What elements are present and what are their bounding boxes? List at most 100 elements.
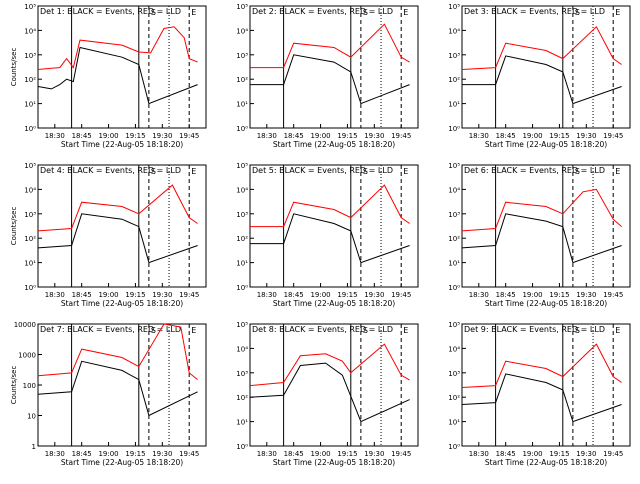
x-tick-label: 18:45: [72, 132, 92, 140]
x-tick-label: 19:15: [337, 132, 357, 140]
series-lld-red: [37, 323, 198, 380]
y-tick-label: 10⁴: [448, 27, 460, 35]
y-tick-label: 10⁵: [448, 3, 460, 11]
x-axis-label: Start Time (22-Aug-05 18:18:20): [485, 299, 607, 308]
marker-e: E: [403, 167, 408, 176]
marker-s: S: [151, 326, 156, 335]
x-tick-label: 18:30: [45, 291, 65, 299]
panel-title: Det 4: BLACK = Events, RED = LLD: [40, 166, 181, 175]
marker-e: E: [615, 326, 620, 335]
marker-s: S: [363, 8, 368, 17]
x-tick-label: 19:00: [522, 291, 542, 299]
y-tick-label: 10³: [236, 211, 248, 219]
x-tick-label: 19:00: [310, 450, 330, 458]
series-events-black: [249, 362, 410, 423]
y-tick-label: 10⁵: [236, 321, 248, 329]
y-tick-label: 10⁰: [236, 284, 248, 292]
y-tick-label: 10⁵: [448, 321, 460, 329]
y-axis-label: Counts/sec: [10, 366, 18, 405]
x-tick-label: 19:45: [603, 291, 623, 299]
y-tick-label: 10¹: [236, 260, 248, 268]
y-tick-label: 10000: [14, 321, 36, 329]
y-tick-label: 10⁰: [448, 443, 460, 451]
x-tick-label: 18:45: [496, 291, 516, 299]
panel-det-4: Det 4: BLACK = Events, RED = LLD 10⁰ 10¹ 10…: [10, 162, 207, 308]
x-tick-label: 19:00: [310, 291, 330, 299]
y-tick-label: 10¹: [236, 101, 248, 109]
x-tick-label: 19:00: [98, 132, 118, 140]
x-tick-label: 18:30: [469, 291, 489, 299]
x-axis-label: Start Time (22-Aug-05 18:18:20): [61, 458, 183, 467]
y-tick-label: 10⁵: [236, 162, 248, 170]
panel-det-3: Det 3: BLACK = Events, RED = LLD 10⁰ 10¹ 10…: [448, 3, 631, 149]
series-events-black: [250, 54, 410, 105]
x-tick-label: 19:00: [522, 450, 542, 458]
panel-title: Det 9: BLACK = Events, RED = LLD: [464, 325, 605, 334]
plot-frame: [249, 5, 419, 129]
plot-frame: [249, 323, 419, 447]
series-events-black: [37, 213, 198, 264]
y-axis-label: Counts/sec: [10, 207, 18, 246]
x-tick-label: 18:45: [284, 132, 304, 140]
marker-s: S: [575, 8, 580, 17]
y-axis-label: Counts/sec: [10, 48, 18, 87]
x-tick-label: 18:30: [469, 132, 489, 140]
series-events-black: [462, 55, 622, 105]
x-tick-label: 18:45: [72, 450, 92, 458]
y-tick-label: 10⁰: [236, 443, 248, 451]
plot-frame: [249, 164, 419, 288]
y-tick-label: 10⁵: [448, 162, 460, 170]
panel-det-9: Det 9: BLACK = Events, RED = LLD 10⁰ 10¹ 10…: [448, 321, 631, 467]
y-tick-label: 10⁰: [24, 284, 36, 292]
y-tick-label: 1: [32, 443, 36, 451]
y-tick-label: 10¹: [24, 101, 36, 109]
y-tick-label: 10²: [236, 394, 248, 402]
x-tick-label: 18:45: [496, 450, 516, 458]
y-tick-label: 10⁰: [448, 125, 460, 133]
panel-title: Det 5: BLACK = Events, RED = LLD: [252, 166, 393, 175]
y-tick-label: 10¹: [236, 419, 248, 427]
marker-s: S: [363, 326, 368, 335]
y-tick-label: 10⁵: [236, 3, 248, 11]
y-tick-label: 10⁴: [236, 27, 248, 35]
panel-title: Det 1: BLACK = Events, RED = LLD: [40, 7, 181, 16]
y-tick-label: 10⁴: [448, 186, 460, 194]
panel-det-2: Det 2: BLACK = Events, RED = LLD 10⁰ 10¹ 10…: [236, 3, 419, 149]
panel-title: Det 8: BLACK = Events, RED = LLD: [252, 325, 393, 334]
marker-s: S: [575, 167, 580, 176]
y-tick-label: 10⁴: [24, 27, 36, 35]
series-lld-red: [461, 25, 622, 70]
y-tick-label: 10¹: [24, 260, 36, 268]
series-lld-red: [249, 343, 410, 387]
panel-det-7: Det 7: BLACK = Events, RED = LLD 1 10 100 10…: [10, 321, 207, 467]
y-tick-label: 10²: [236, 76, 248, 84]
y-tick-label: 10⁰: [24, 125, 36, 133]
panel-title: Det 6: BLACK = Events, RED = LLD: [464, 166, 605, 175]
marker-e: E: [191, 326, 196, 335]
y-tick-label: 10⁴: [24, 186, 36, 194]
marker-e: E: [615, 167, 620, 176]
x-tick-label: 19:30: [152, 132, 172, 140]
x-tick-label: 18:45: [496, 132, 516, 140]
series-lld-red: [37, 184, 198, 232]
x-tick-label: 18:30: [257, 132, 277, 140]
series-lld-red: [461, 343, 622, 388]
x-tick-label: 18:45: [284, 450, 304, 458]
y-tick-label: 10³: [236, 370, 248, 378]
marker-e: E: [191, 8, 196, 17]
x-tick-label: 18:30: [45, 132, 65, 140]
y-tick-label: 10³: [236, 52, 248, 60]
x-tick-label: 19:30: [152, 291, 172, 299]
y-tick-label: 10³: [24, 52, 36, 60]
x-tick-label: 19:45: [179, 291, 199, 299]
y-tick-label: 10³: [448, 370, 460, 378]
series-events-black: [461, 213, 622, 264]
x-tick-label: 19:15: [125, 291, 145, 299]
x-tick-label: 19:00: [310, 132, 330, 140]
y-tick-label: 10⁴: [448, 345, 460, 353]
y-tick-label: 10⁰: [236, 125, 248, 133]
series-events-black: [250, 213, 410, 264]
y-tick-label: 10⁰: [448, 284, 460, 292]
panel-title: Det 2: BLACK = Events, RED = LLD: [252, 7, 393, 16]
